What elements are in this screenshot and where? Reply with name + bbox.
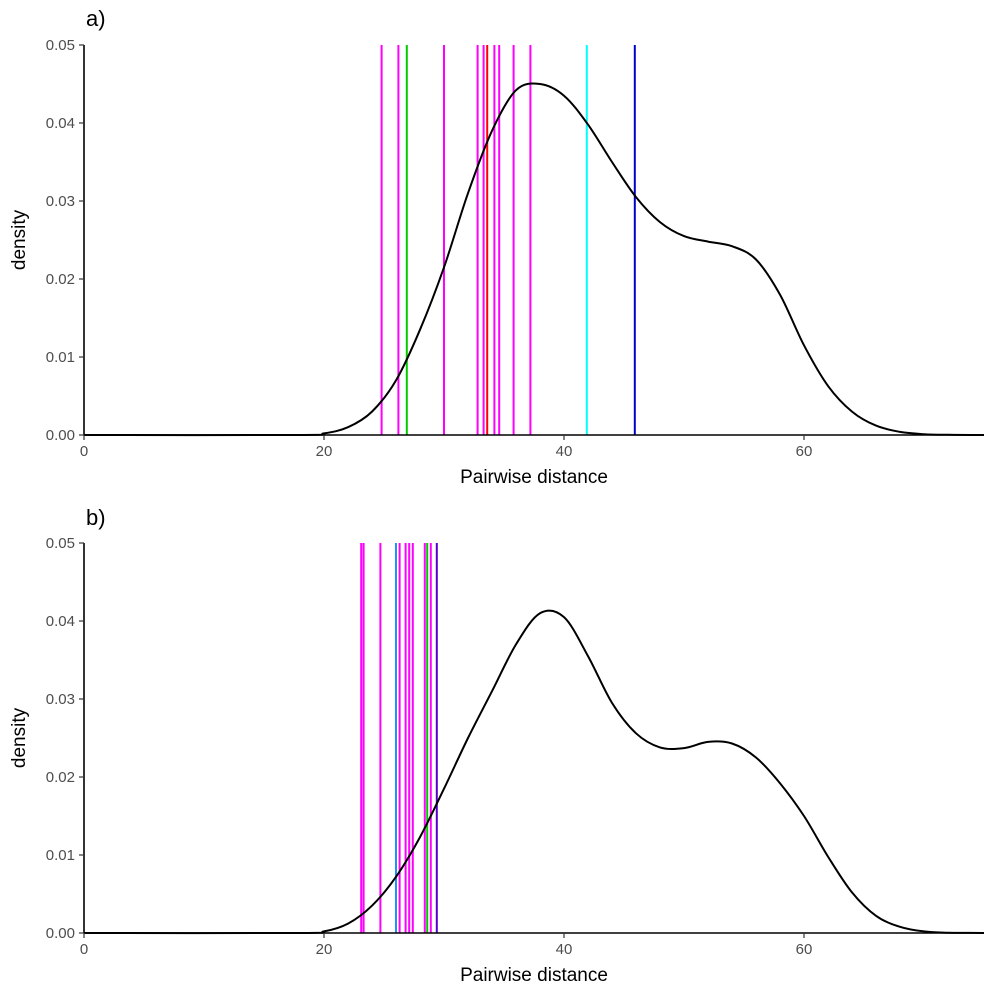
y-tick-label: 0.00 xyxy=(46,925,75,942)
y-tick-label: 0.05 xyxy=(46,535,75,552)
y-tick-label: 0.01 xyxy=(46,349,75,366)
y-axis-title: density xyxy=(9,707,30,768)
y-tick-label: 0.01 xyxy=(46,847,75,864)
x-axis-title: Pairwise distance xyxy=(460,965,608,986)
x-tick-label: 0 xyxy=(80,443,88,460)
y-tick-label: 0.04 xyxy=(46,115,75,132)
x-tick-label: 20 xyxy=(316,443,333,460)
panel-label: b) xyxy=(86,505,106,530)
panel-a: a) 0.00 0.01 0.02 0.03 0.04 0.05 0 20 40 60 Pairwis… xyxy=(9,6,985,488)
panel-label: a) xyxy=(86,6,106,31)
panel-b: b) 0.00 0.01 0.02 0.03 0.04 0.05 0 20 40 60 Pairwis… xyxy=(9,505,985,986)
y-tick-label: 0.00 xyxy=(46,427,75,444)
x-tick-label: 40 xyxy=(556,443,573,460)
y-tick-label: 0.02 xyxy=(46,769,75,786)
x-tick-label: 0 xyxy=(80,941,88,958)
y-axis-title: density xyxy=(9,209,30,270)
x-tick-label: 20 xyxy=(316,941,333,958)
x-tick-label: 60 xyxy=(796,941,813,958)
density-curve xyxy=(83,609,985,935)
density-curve xyxy=(83,82,985,437)
y-tick-label: 0.03 xyxy=(46,193,75,210)
y-tick-label: 0.02 xyxy=(46,271,75,288)
x-axis-title: Pairwise distance xyxy=(460,467,608,488)
x-tick-label: 60 xyxy=(796,443,813,460)
y-tick-label: 0.05 xyxy=(46,37,75,54)
y-tick-label: 0.03 xyxy=(46,691,75,708)
x-tick-label: 40 xyxy=(556,941,573,958)
y-tick-label: 0.04 xyxy=(46,613,75,630)
